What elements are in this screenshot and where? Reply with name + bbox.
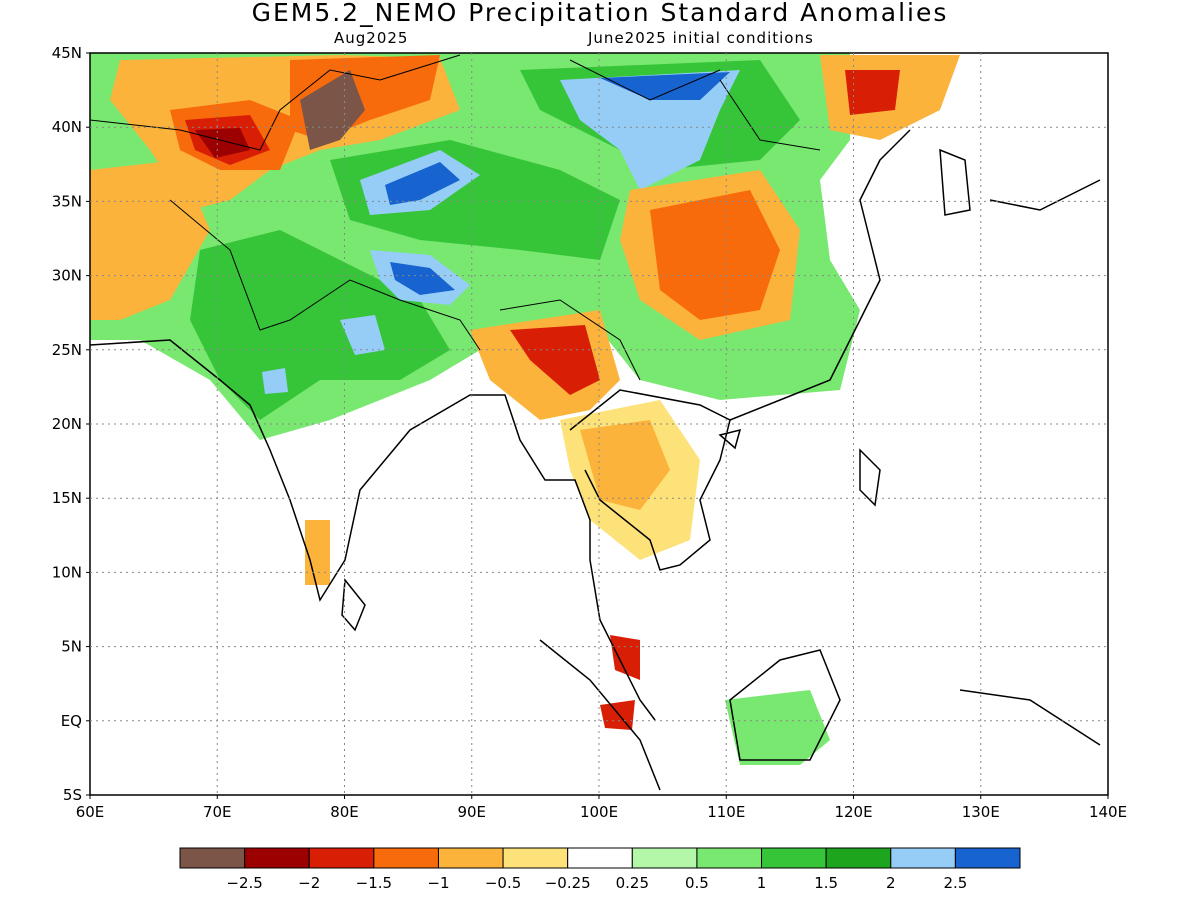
region-blue-qinghai: [385, 162, 460, 205]
lat-tick-label: 10N: [52, 563, 82, 581]
region-green-dark-india: [190, 230, 450, 420]
region-blue-mongolia: [600, 72, 730, 100]
chart-title: GEM5.2_NEMO Precipitation Standard Anoma…: [251, 0, 949, 27]
colorbar-swatch: [308, 847, 375, 869]
coastlines: [89, 129, 1101, 791]
lon-tick-label: 120E: [834, 803, 872, 821]
lat-tick-label: EQ: [61, 712, 82, 730]
colorbar-label: 2.5: [943, 874, 967, 892]
colorbar-swatch: [631, 847, 698, 869]
region-orange-india-south: [305, 520, 330, 585]
lat-tick-label: 25N: [52, 341, 82, 359]
anomaly-field: [90, 53, 960, 765]
colorbar-swatch: [696, 847, 763, 869]
lon-tick-label: 130E: [962, 803, 1000, 821]
lon-tick-label: 110E: [707, 803, 745, 821]
lat-tick-label: 5S: [63, 786, 82, 804]
lat-tick-label: 40N: [52, 118, 82, 136]
lon-tick-label: 90E: [457, 803, 486, 821]
colorbar-swatch: [761, 847, 827, 869]
colorbar-label: −2.5: [226, 874, 262, 892]
region-green-borneo: [725, 690, 830, 765]
colorbar-label: −0.5: [485, 874, 521, 892]
colorbar-swatch: [373, 847, 439, 869]
colorbar-label: 1: [757, 874, 767, 892]
colorbar-label: 1.5: [814, 874, 838, 892]
lat-tick-label: 15N: [52, 489, 82, 507]
region-darkred-tajik: [195, 128, 250, 158]
region-red-sumatra-south: [600, 700, 635, 730]
lon-tick-label: 140E: [1089, 803, 1127, 821]
lon-tick-label: 80E: [330, 803, 359, 821]
colorbar-swatch: [179, 847, 246, 869]
region-deeporange-sichuan: [650, 190, 780, 320]
valid-month: Aug2025: [334, 29, 409, 47]
lat-lon-grid: [86, 52, 1109, 799]
colorbar-label: −2: [298, 874, 320, 892]
init-conditions: June2025 initial conditions: [588, 29, 814, 47]
colorbar-swatch: [954, 847, 1021, 869]
colorbar-label: 0.5: [685, 874, 709, 892]
region-lightblue-india: [340, 315, 385, 355]
lat-tick-label: 45N: [52, 44, 82, 62]
colorbar-swatch: [825, 847, 892, 869]
colorbar-label: −1.5: [356, 874, 392, 892]
region-red-myanmar: [510, 325, 600, 395]
lat-tick-label: 30N: [52, 267, 82, 285]
lon-tick-label: 100E: [580, 803, 618, 821]
region-orange-indochina: [580, 420, 670, 510]
colorbar-swatch: [437, 847, 504, 869]
lat-tick-label: 20N: [52, 415, 82, 433]
region-blue-tibet: [390, 262, 455, 295]
lon-tick-label: 60E: [76, 803, 105, 821]
lat-tick-label: 5N: [61, 638, 82, 656]
colorbar-label: 2: [886, 874, 896, 892]
colorbar-swatch: [244, 847, 310, 869]
colorbar-swatch: [890, 847, 956, 869]
lat-tick-label: 35N: [52, 192, 82, 210]
country-borders: [89, 54, 821, 381]
colorbar-label: −0.25: [545, 874, 591, 892]
colorbar-swatch: [502, 847, 569, 869]
colorbar: −2.5 −2 −1.5 −1 −0.5 −0.25 0.25 0.5 1 1.5 2 2.5: [179, 847, 1021, 892]
region-red-sumatra: [610, 635, 640, 680]
colorbar-swatch: [567, 847, 633, 869]
region-orange-west: [90, 160, 210, 320]
colorbar-label: −1: [427, 874, 449, 892]
region-brown-tibet: [300, 70, 365, 150]
region-red-northeast: [845, 70, 900, 115]
lon-tick-label: 70E: [203, 803, 232, 821]
region-lightblue-india-west: [262, 368, 288, 394]
colorbar-label: 0.25: [616, 874, 649, 892]
